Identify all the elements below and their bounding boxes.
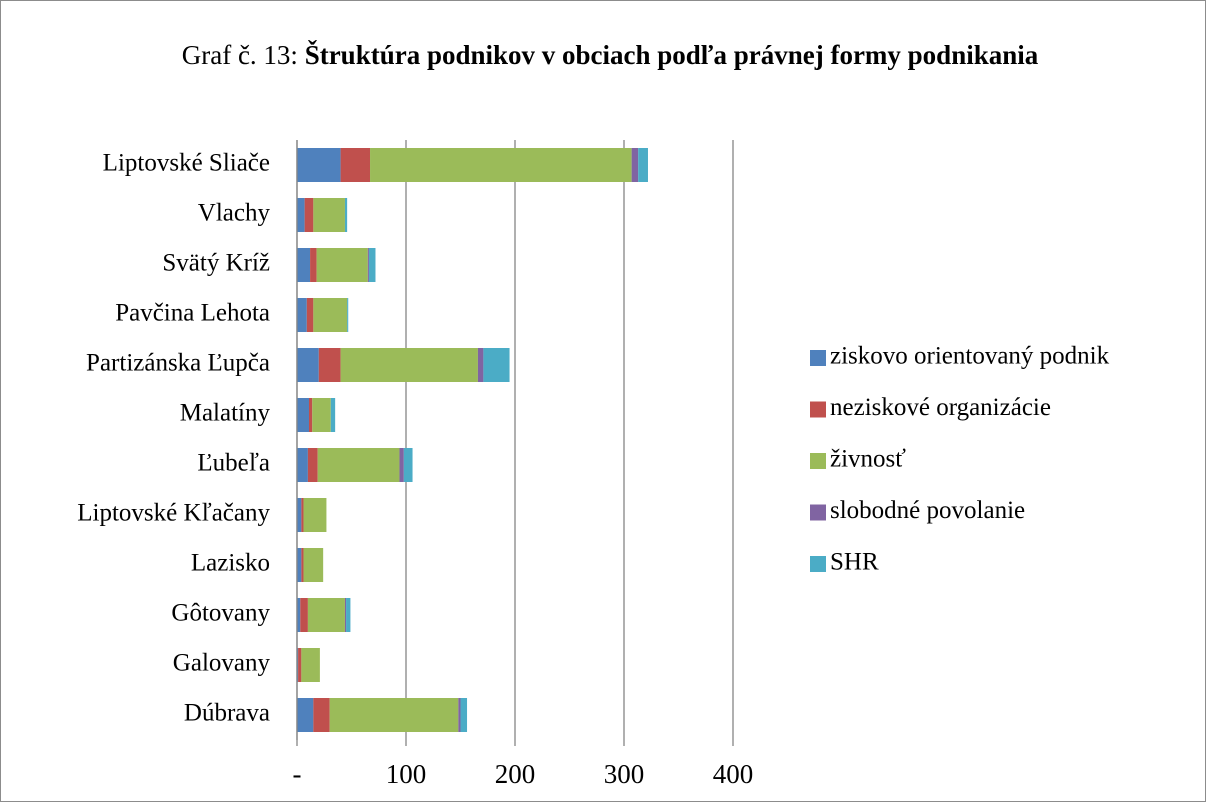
bar-segment bbox=[301, 498, 304, 532]
x-tick-label: 400 bbox=[713, 759, 754, 789]
bar-segment bbox=[313, 198, 345, 232]
bar-segment bbox=[300, 598, 308, 632]
bar-segment bbox=[308, 398, 313, 432]
bar-segment bbox=[307, 598, 345, 632]
x-tick-label: 100 bbox=[386, 759, 427, 789]
bar-segment bbox=[297, 248, 311, 282]
y-tick-label: Vlachy bbox=[198, 200, 271, 227]
bar-segment bbox=[297, 198, 305, 232]
legend-swatch bbox=[810, 401, 826, 418]
legend-swatch bbox=[810, 504, 826, 521]
bar-segment bbox=[317, 448, 400, 482]
title-prefix: Graf č. 13: bbox=[181, 40, 298, 70]
y-tick-label: Gôtovany bbox=[171, 600, 270, 627]
bar-segment bbox=[313, 698, 330, 732]
bar-segment bbox=[298, 648, 302, 682]
title-main: Štruktúra podnikov v obciach podľa právn… bbox=[304, 40, 1039, 70]
bar-segment bbox=[304, 198, 314, 232]
bar-segment bbox=[399, 448, 404, 482]
bar-segment bbox=[458, 698, 461, 732]
bar-segment bbox=[318, 348, 341, 382]
bar-segment bbox=[370, 148, 632, 182]
legend-label: slobodné povolanie bbox=[830, 497, 1025, 524]
y-tick-label: Liptovské Sliače bbox=[103, 150, 270, 177]
bar-segment bbox=[297, 448, 308, 482]
y-tick-label: Dúbrava bbox=[184, 700, 270, 727]
legend-label: ziskovo orientovaný podnik bbox=[830, 343, 1110, 370]
bar-segment bbox=[483, 348, 510, 382]
bar-segment bbox=[297, 548, 302, 582]
y-tick-label: Lazisko bbox=[191, 550, 270, 577]
bar-segment bbox=[313, 298, 348, 332]
y-tick-label: Malatíny bbox=[180, 400, 271, 427]
legend-swatch bbox=[810, 556, 826, 572]
bar-segment bbox=[297, 148, 341, 182]
legend-label: neziskové organizácie bbox=[830, 394, 1051, 421]
bar-segment bbox=[329, 698, 459, 732]
bar-segment bbox=[316, 248, 368, 282]
y-tick-label: Liptovské Kľačany bbox=[77, 500, 270, 527]
bar-segment bbox=[344, 198, 348, 232]
legend-swatch bbox=[810, 350, 826, 366]
bar-segment bbox=[340, 148, 371, 182]
bar-segment bbox=[306, 298, 314, 332]
y-tick-label: Partizánska Ľupča bbox=[86, 350, 270, 377]
bar-segment bbox=[303, 548, 324, 582]
y-tick-label: Ľubeľa bbox=[197, 450, 270, 477]
bar-segment bbox=[307, 448, 318, 482]
bar-segment bbox=[638, 148, 648, 182]
bar-segment bbox=[301, 648, 320, 682]
y-tick-label: Svätý Kríž bbox=[162, 250, 270, 277]
y-tick-label: Pavčina Lehota bbox=[115, 300, 270, 327]
bar-segment bbox=[631, 148, 639, 182]
bar-segment bbox=[301, 548, 304, 582]
bar-segment bbox=[340, 348, 478, 382]
bar-segment bbox=[312, 398, 331, 432]
bar-segment bbox=[460, 698, 468, 732]
bar-segment bbox=[347, 298, 349, 332]
bar-segment bbox=[403, 448, 413, 482]
legend-label: SHR bbox=[830, 549, 879, 576]
bar-segment bbox=[297, 698, 314, 732]
bar-segment bbox=[344, 598, 347, 632]
y-tick-label: Galovany bbox=[173, 650, 271, 677]
bar-segment bbox=[367, 248, 369, 282]
bar-segment bbox=[310, 248, 317, 282]
legend-swatch bbox=[810, 453, 826, 469]
bar-segment bbox=[368, 248, 376, 282]
bar-segment bbox=[297, 398, 309, 432]
bar-segment bbox=[297, 498, 302, 532]
bar-segment bbox=[297, 598, 301, 632]
bar-segment bbox=[303, 498, 327, 532]
bar-segment bbox=[477, 348, 484, 382]
bar-segment bbox=[297, 298, 307, 332]
x-tick-label: 200 bbox=[495, 759, 536, 789]
x-tick-label: - bbox=[293, 759, 302, 789]
chart-title: Graf č. 13: Štruktúra podnikov v obciach… bbox=[170, 38, 1050, 72]
bar-segment bbox=[346, 598, 351, 632]
bar-segment bbox=[330, 398, 336, 432]
bar-segment bbox=[297, 348, 319, 382]
x-tick-label: 300 bbox=[604, 759, 645, 789]
legend-label: živnosť bbox=[830, 446, 906, 473]
